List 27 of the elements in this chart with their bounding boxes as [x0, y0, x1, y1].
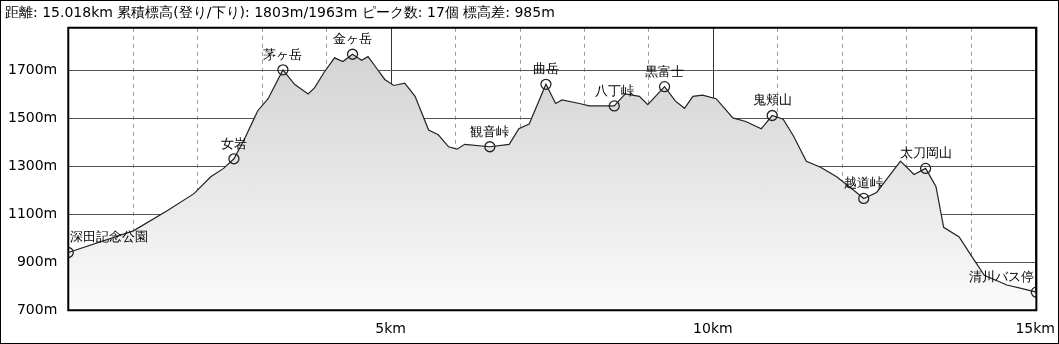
point	[919, 162, 932, 175]
y-tick-label: 1500m	[7, 108, 58, 125]
point	[658, 81, 671, 93]
point	[346, 48, 359, 60]
x-tick-label: 15km	[1015, 320, 1055, 337]
y-tick-label: 1700m	[7, 60, 58, 77]
point	[484, 141, 496, 153]
x-tick-label: 5km	[375, 320, 406, 337]
annotation: 太刀岡山	[899, 145, 952, 161]
y-tick-label: 1300m	[7, 156, 58, 173]
annotation: 八丁峠	[594, 82, 634, 98]
y-tick-label: 900m	[16, 252, 58, 269]
point	[228, 153, 240, 165]
point	[540, 78, 552, 90]
x-tick-label: 10km	[693, 320, 733, 337]
annotation: 金ヶ岳	[333, 31, 373, 47]
point	[277, 64, 289, 76]
annotation: 茅ヶ岳	[263, 46, 303, 62]
annotation: 鬼頬山	[752, 92, 792, 108]
point	[608, 100, 620, 112]
chart-title: 距離: 15.018km 累積標高(登り/下り): 1803m/1963m ピーク数: 17個 標高差: 985m	[5, 4, 555, 21]
y-tick-label: 700m	[16, 300, 58, 317]
y-tick-label: 1100m	[7, 204, 58, 221]
point	[858, 192, 870, 205]
annotation: 越道峠	[844, 175, 884, 191]
point	[766, 109, 778, 122]
annotation: 観音峠	[470, 123, 510, 139]
